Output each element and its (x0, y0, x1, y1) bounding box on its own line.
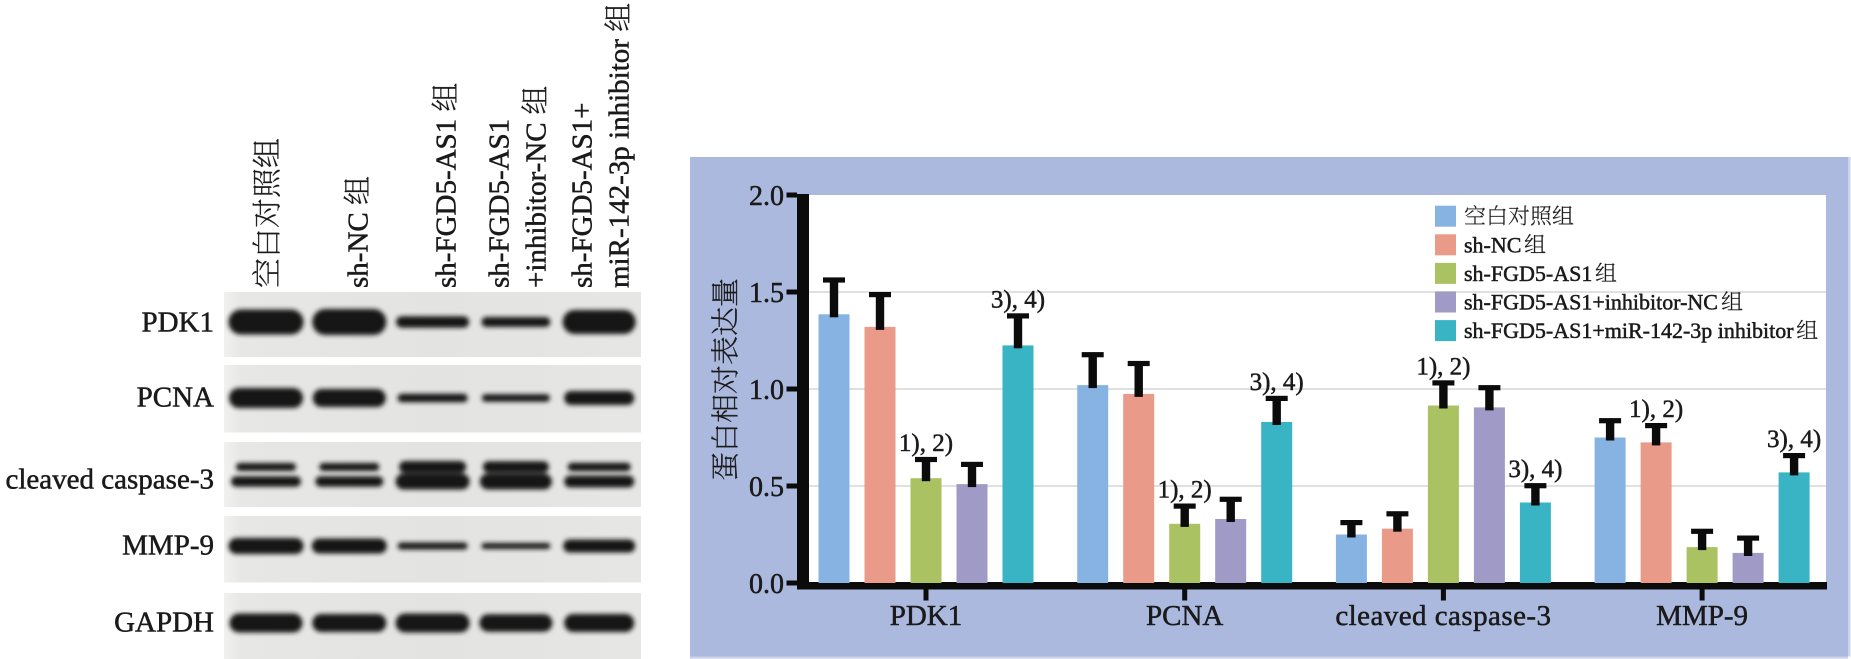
svg-text:sh-FGD5-AS1: sh-FGD5-AS1 (484, 119, 516, 288)
svg-text:sh-FGD5-AS1+: sh-FGD5-AS1+ (567, 102, 599, 288)
svg-text:0.5: 0.5 (749, 472, 784, 503)
svg-text:PDK1: PDK1 (890, 600, 963, 632)
svg-text:cleaved caspase-3: cleaved caspase-3 (1335, 600, 1551, 632)
svg-text:PDK1: PDK1 (141, 307, 214, 339)
svg-text:sh-NC: sh-NC (1464, 232, 1521, 257)
svg-text:3), 4): 3), 4) (1767, 426, 1821, 453)
svg-text:GAPDH: GAPDH (114, 607, 214, 639)
svg-text:MMP-9: MMP-9 (1656, 600, 1748, 632)
svg-text:sh-FGD5-AS1+inhibitor-NC: sh-FGD5-AS1+inhibitor-NC (1464, 290, 1718, 315)
svg-text:3), 4): 3), 4) (1250, 369, 1304, 396)
svg-text:+inhibitor-NC: +inhibitor-NC (520, 122, 552, 288)
svg-text:0.0: 0.0 (749, 569, 784, 600)
svg-text:1), 2): 1), 2) (899, 430, 953, 457)
svg-text:cleaved caspase-3: cleaved caspase-3 (5, 464, 214, 496)
svg-text:3), 4): 3), 4) (991, 286, 1045, 313)
svg-text:MMP-9: MMP-9 (122, 530, 214, 562)
svg-text:sh-FGD5-AS1+miR-142-3p inhibit: sh-FGD5-AS1+miR-142-3p inhibitor (1464, 318, 1794, 343)
svg-text:sh-NC: sh-NC (343, 212, 375, 288)
svg-text:sh-FGD5-AS1: sh-FGD5-AS1 (1464, 261, 1592, 286)
svg-text:PCNA: PCNA (1146, 600, 1223, 632)
svg-text:PCNA: PCNA (137, 382, 214, 414)
svg-text:miR-142-3p inhibitor: miR-142-3p inhibitor (603, 39, 635, 288)
svg-text:sh-FGD5-AS1: sh-FGD5-AS1 (431, 119, 463, 288)
svg-text:3), 4): 3), 4) (1508, 456, 1562, 483)
svg-text:1), 2): 1), 2) (1416, 353, 1470, 380)
svg-text:1), 2): 1), 2) (1158, 477, 1212, 504)
svg-text:1), 2): 1), 2) (1629, 396, 1683, 423)
svg-text:1.0: 1.0 (749, 375, 784, 406)
svg-text:2.0: 2.0 (749, 181, 784, 212)
svg-text:1.5: 1.5 (749, 278, 784, 309)
